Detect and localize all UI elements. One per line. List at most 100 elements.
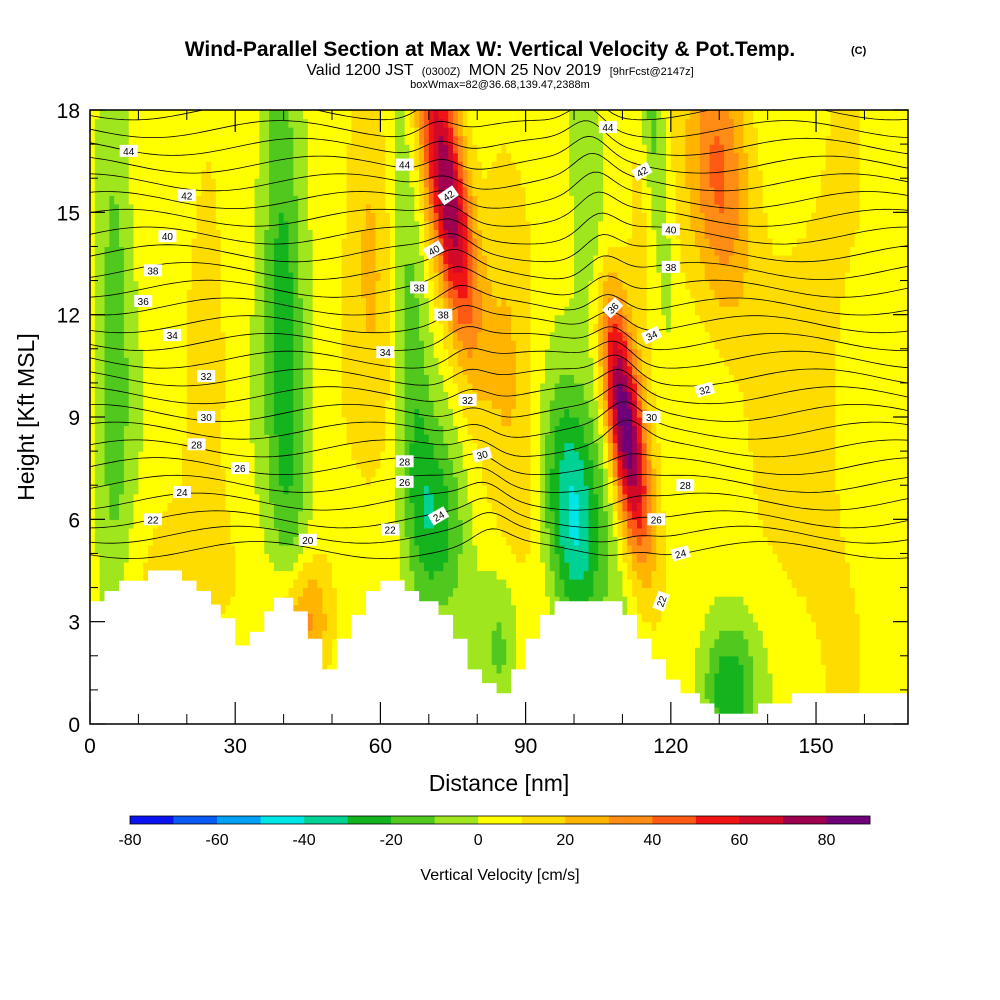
velocity-cell — [215, 195, 222, 205]
velocity-cell — [385, 229, 391, 239]
velocity-cell — [370, 323, 377, 333]
velocity-cell — [269, 263, 275, 273]
velocity-cell — [404, 195, 411, 205]
velocity-cell — [196, 476, 202, 486]
velocity-cell — [148, 399, 154, 410]
velocity-cell — [298, 186, 304, 196]
velocity-cell — [172, 263, 178, 273]
velocity-cell — [143, 323, 149, 333]
velocity-cell — [351, 417, 357, 427]
velocity-cell — [181, 519, 188, 529]
velocity-cell — [283, 161, 290, 171]
velocity-cell — [322, 161, 328, 171]
velocity-cell — [302, 280, 309, 290]
velocity-cell — [201, 144, 207, 154]
velocity-cell — [327, 451, 333, 461]
velocity-cell — [177, 502, 183, 512]
velocity-cell — [104, 544, 110, 555]
velocity-cell — [283, 579, 290, 589]
velocity-cell — [94, 135, 101, 145]
velocity-cell — [327, 186, 333, 196]
velocity-cell — [172, 502, 178, 512]
velocity-cell — [206, 485, 212, 495]
velocity-cell — [293, 417, 299, 427]
velocity-cell — [128, 195, 135, 205]
velocity-cell — [283, 135, 290, 145]
velocity-cell — [240, 544, 246, 555]
velocity-cell — [385, 246, 391, 256]
velocity-cell — [123, 434, 130, 444]
velocity-cell — [220, 254, 227, 265]
velocity-cell — [259, 280, 265, 290]
velocity-cell — [307, 417, 314, 427]
velocity-cell — [138, 399, 144, 410]
velocity-cell — [235, 314, 241, 324]
velocity-cell — [220, 613, 227, 623]
velocity-cell — [240, 417, 246, 427]
velocity-cell — [177, 374, 183, 384]
velocity-cell — [394, 237, 401, 248]
velocity-cell — [254, 519, 261, 529]
velocity-cell — [259, 485, 265, 495]
velocity-cell — [172, 357, 178, 367]
velocity-cell — [259, 340, 265, 350]
velocity-cell — [206, 144, 212, 154]
velocity-cell — [293, 399, 299, 410]
velocity-cell — [361, 527, 367, 537]
velocity-cell — [409, 237, 415, 248]
velocity-cell — [104, 237, 110, 248]
velocity-cell — [143, 561, 149, 572]
velocity-cell — [361, 263, 367, 273]
velocity-cell — [370, 297, 377, 307]
velocity-cell — [336, 229, 343, 239]
velocity-cell — [90, 391, 96, 401]
velocity-cell — [302, 161, 309, 171]
velocity-cell — [157, 442, 164, 452]
velocity-cell — [90, 365, 96, 375]
velocity-cell — [220, 587, 227, 597]
velocity-cell — [138, 527, 144, 537]
velocity-cell — [128, 553, 135, 563]
velocity-cell — [317, 323, 323, 333]
velocity-cell — [278, 434, 285, 444]
velocity-cell — [133, 280, 139, 290]
velocity-cell — [230, 272, 236, 282]
velocity-cell — [186, 459, 193, 469]
velocity-cell — [90, 451, 96, 461]
velocity-cell — [177, 280, 183, 290]
velocity-cell — [327, 570, 333, 580]
velocity-cell — [235, 613, 241, 623]
velocity-cell — [152, 314, 159, 324]
velocity-cell — [327, 246, 333, 256]
velocity-cell — [123, 502, 130, 512]
velocity-cell — [215, 502, 222, 512]
velocity-cell — [356, 476, 362, 486]
velocity-cell — [370, 493, 377, 503]
velocity-cell — [278, 289, 285, 299]
velocity-cell — [123, 220, 130, 230]
velocity-cell — [390, 195, 396, 205]
velocity-cell — [341, 493, 348, 503]
velocity-cell — [244, 630, 251, 640]
velocity-cell — [419, 254, 425, 265]
velocity-cell — [220, 493, 227, 503]
velocity-cell — [138, 510, 144, 520]
velocity-cell — [240, 186, 246, 196]
velocity-cell — [186, 314, 193, 324]
velocity-cell — [409, 152, 415, 162]
velocity-cell — [278, 348, 285, 358]
velocity-cell — [380, 365, 386, 375]
velocity-cell — [346, 289, 352, 299]
velocity-cell — [341, 297, 348, 307]
velocity-cell — [419, 493, 425, 503]
velocity-cell — [404, 357, 411, 367]
velocity-cell — [109, 425, 115, 435]
velocity-cell — [99, 434, 106, 444]
velocity-cell — [278, 186, 285, 196]
velocity-cell — [307, 203, 314, 213]
velocity-cell — [259, 331, 265, 341]
velocity-cell — [332, 161, 338, 171]
velocity-cell — [390, 374, 396, 384]
velocity-cell — [293, 144, 299, 154]
velocity-cell — [327, 331, 333, 341]
